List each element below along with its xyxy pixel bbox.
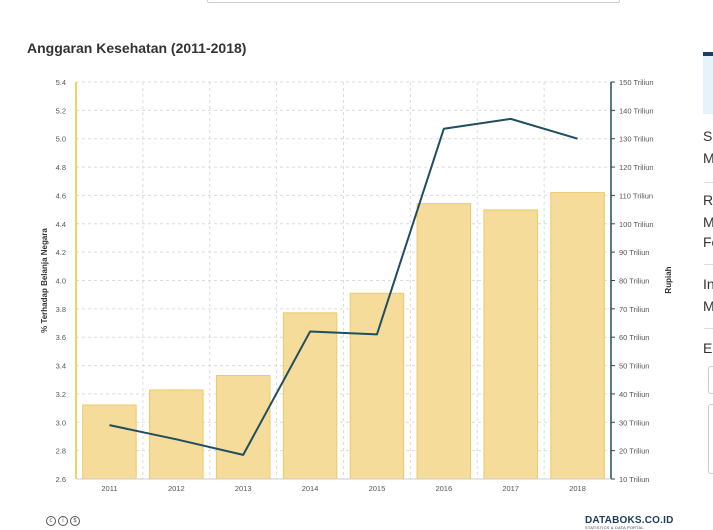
line-series bbox=[109, 117, 578, 456]
y-right-tick-label: 40 Triliun bbox=[619, 390, 649, 399]
y-left-tick-label: 2.8 bbox=[56, 447, 66, 456]
brand-logo[interactable]: DATABOKS.CO.ID STATISTICS & DATA PORTAL bbox=[585, 515, 674, 530]
bar bbox=[483, 209, 538, 480]
sidebar-item-value[interactable]: M bbox=[703, 150, 713, 166]
sidebar-divider bbox=[704, 328, 713, 329]
sidebar-textarea[interactable] bbox=[708, 404, 713, 474]
y-left-tick-label: 4.0 bbox=[56, 277, 66, 286]
sidebar-divider bbox=[704, 182, 713, 183]
sidebar-item-value[interactable]: M bbox=[703, 214, 713, 230]
y-left-tick-label: 4.2 bbox=[56, 248, 66, 257]
y-left-tick-label: 5.2 bbox=[56, 106, 66, 115]
y-right-tick-label: 150 Triliun bbox=[619, 78, 654, 87]
nc-icon: $ bbox=[70, 516, 80, 526]
y-right-tick-label: 60 Triliun bbox=[619, 333, 649, 342]
x-tick-label: 2016 bbox=[435, 484, 452, 493]
x-tick-label: 2015 bbox=[369, 484, 386, 493]
y-left-tick-label: 4.8 bbox=[56, 163, 66, 172]
sidebar-item-heading: Er bbox=[703, 340, 713, 356]
y-right-tick-label: 120 Triliun bbox=[619, 163, 654, 172]
axis-labels: 2.6 2.8 3.0 3.2 3.4 3.6 3.8 4.0 4.2 4.4 4.6 4.8 5.0 5… bbox=[40, 78, 673, 493]
y-axis-right-title: Rupiah bbox=[664, 266, 673, 293]
y-left-tick-label: 3.8 bbox=[56, 305, 66, 314]
axes bbox=[75, 81, 615, 480]
bar-series bbox=[82, 192, 605, 480]
sidebar-item-heading: Ri bbox=[703, 192, 713, 208]
bar bbox=[416, 203, 472, 480]
sidebar-item-heading: In bbox=[703, 276, 713, 292]
sidebar-item-heading: Su bbox=[703, 128, 713, 144]
y-right-tick-label: 30 Triliun bbox=[619, 418, 649, 427]
x-tick-label: 2013 bbox=[235, 484, 252, 493]
line-series-path bbox=[109, 117, 578, 456]
brand-subtitle: STATISTICS & DATA PORTAL bbox=[585, 525, 644, 530]
y-right-tick-label: 90 Triliun bbox=[619, 248, 649, 257]
sidebar-accent-block bbox=[703, 52, 713, 114]
bar bbox=[282, 312, 338, 480]
bar bbox=[550, 192, 605, 480]
bar bbox=[149, 389, 204, 480]
sidebar-item-value[interactable]: M bbox=[703, 298, 713, 314]
license-icons: c i $ bbox=[46, 516, 80, 526]
y-left-tick-label: 5.4 bbox=[56, 78, 66, 87]
x-tick-label: 2014 bbox=[302, 484, 319, 493]
sidebar-divider bbox=[704, 264, 713, 265]
bar bbox=[82, 404, 137, 480]
y-right-tick-label: 100 Triliun bbox=[619, 220, 654, 229]
chart-title: Anggaran Kesehatan (2011-2018) bbox=[27, 40, 247, 56]
y-right-tick-label: 140 Triliun bbox=[619, 106, 654, 115]
y-left-tick-label: 3.0 bbox=[56, 418, 66, 427]
x-tick-label: 2017 bbox=[502, 484, 519, 493]
brand-name: DATABOKS.CO.ID bbox=[585, 515, 674, 526]
y-axis-left-title: % Terhadap Belanja Negara bbox=[40, 228, 49, 333]
y-left-tick-label: 3.4 bbox=[56, 362, 66, 371]
chart-area: 2.6 2.8 3.0 3.2 3.4 3.6 3.8 4.0 4.2 4.4 4.6 4.8 5.0 5… bbox=[40, 78, 673, 493]
right-sidebar: Su M Ri M Fe In M Er bbox=[700, 0, 713, 529]
y-left-tick-label: 4.6 bbox=[56, 191, 66, 200]
y-right-tick-label: 50 Triliun bbox=[619, 362, 649, 371]
y-left-tick-label: 3.6 bbox=[56, 333, 66, 342]
sidebar-input[interactable] bbox=[708, 366, 713, 394]
y-left-tick-label: 2.6 bbox=[56, 475, 66, 484]
y-right-tick-label: 110 Triliun bbox=[619, 191, 653, 200]
y-left-tick-label: 3.2 bbox=[56, 390, 66, 399]
sidebar-item-value[interactable]: Fe bbox=[703, 234, 713, 250]
by-icon: i bbox=[58, 516, 68, 526]
y-right-tick-label: 130 Triliun bbox=[619, 135, 654, 144]
x-tick-label: 2012 bbox=[168, 484, 185, 493]
y-right-tick-label: 20 Triliun bbox=[619, 447, 649, 456]
y-left-tick-label: 5.0 bbox=[56, 135, 66, 144]
bar bbox=[349, 292, 405, 480]
y-right-tick-label: 80 Triliun bbox=[619, 277, 649, 286]
x-tick-label: 2011 bbox=[101, 484, 117, 493]
top-search-field[interactable] bbox=[207, 0, 620, 3]
cc-icon: c bbox=[46, 516, 56, 526]
y-right-tick-label: 10 Triliun bbox=[619, 475, 649, 484]
bar bbox=[215, 374, 271, 480]
y-left-tick-label: 4.4 bbox=[56, 220, 66, 229]
x-tick-label: 2018 bbox=[569, 484, 586, 493]
y-right-tick-label: 70 Triliun bbox=[619, 305, 649, 314]
